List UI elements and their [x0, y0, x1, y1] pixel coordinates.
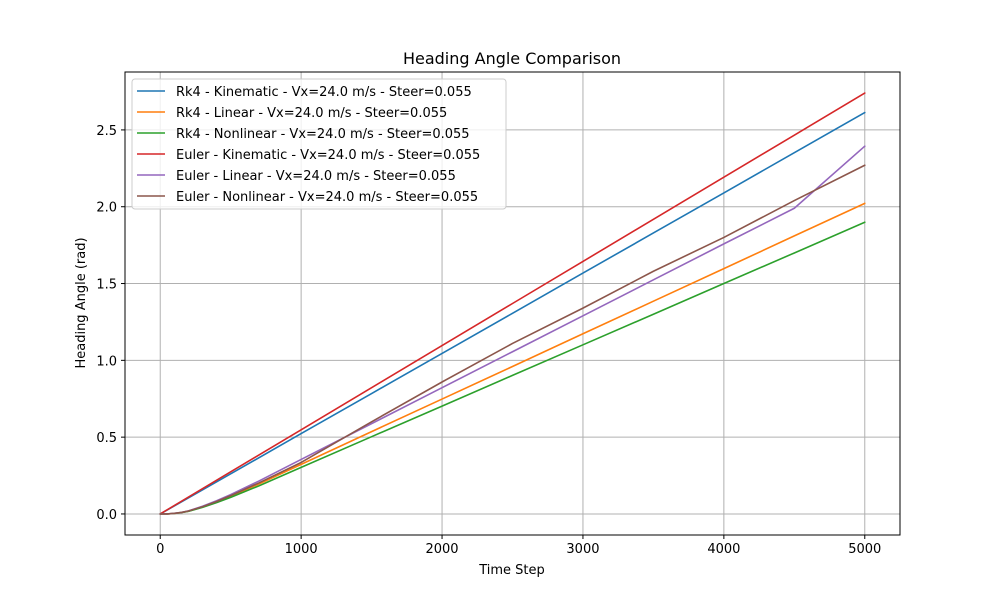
- y-tick-label: 2.0: [96, 201, 117, 216]
- legend-label: Rk4 - Kinematic - Vx=24.0 m/s - Steer=0.…: [176, 85, 472, 100]
- legend-box: [131, 78, 507, 210]
- y-tick-label: 0.5: [96, 431, 117, 446]
- y-tick-label: 1.0: [96, 354, 117, 369]
- x-tick-label: 1000: [285, 542, 318, 557]
- y-tick-label: 0.0: [96, 508, 117, 523]
- legend-label: Euler - Linear - Vx=24.0 m/s - Steer=0.0…: [176, 169, 456, 184]
- series-line-3: [159, 221, 866, 515]
- y-axis: 0.0 0.5 1.0 1.5 2.0 2.5: [96, 124, 125, 523]
- x-tick-label: 4000: [707, 542, 740, 557]
- series-line-1: [159, 111, 866, 515]
- series-line-6: [159, 164, 866, 515]
- x-tick-label: 2000: [425, 542, 458, 557]
- x-tick-label: 3000: [566, 542, 599, 557]
- chart-title: Heading Angle Comparison: [403, 49, 621, 68]
- x-tick-label: 0: [156, 542, 164, 557]
- legend-label: Rk4 - Linear - Vx=24.0 m/s - Steer=0.055: [176, 106, 447, 121]
- series-group: [159, 92, 866, 515]
- legend-label: Euler - Kinematic - Vx=24.0 m/s - Steer=…: [176, 148, 480, 163]
- x-axis-label: Time Step: [478, 563, 545, 578]
- y-tick-label: 2.5: [96, 124, 117, 139]
- x-tick-label: 5000: [848, 542, 881, 557]
- legend-label: Rk4 - Nonlinear - Vx=24.0 m/s - Steer=0.…: [176, 127, 470, 142]
- y-tick-label: 1.5: [96, 278, 117, 293]
- x-axis: 0 1000 2000 3000 4000 5000: [156, 535, 881, 557]
- y-axis-label: Heading Angle (rad): [74, 237, 89, 368]
- series-line-4: [159, 92, 866, 515]
- series-line-2: [159, 202, 866, 515]
- legend: Rk4 - Kinematic - Vx=24.0 m/s - Steer=0.…: [131, 78, 507, 210]
- legend-label: Euler - Nonlinear - Vx=24.0 m/s - Steer=…: [176, 190, 478, 205]
- plot-frame: [124, 71, 901, 536]
